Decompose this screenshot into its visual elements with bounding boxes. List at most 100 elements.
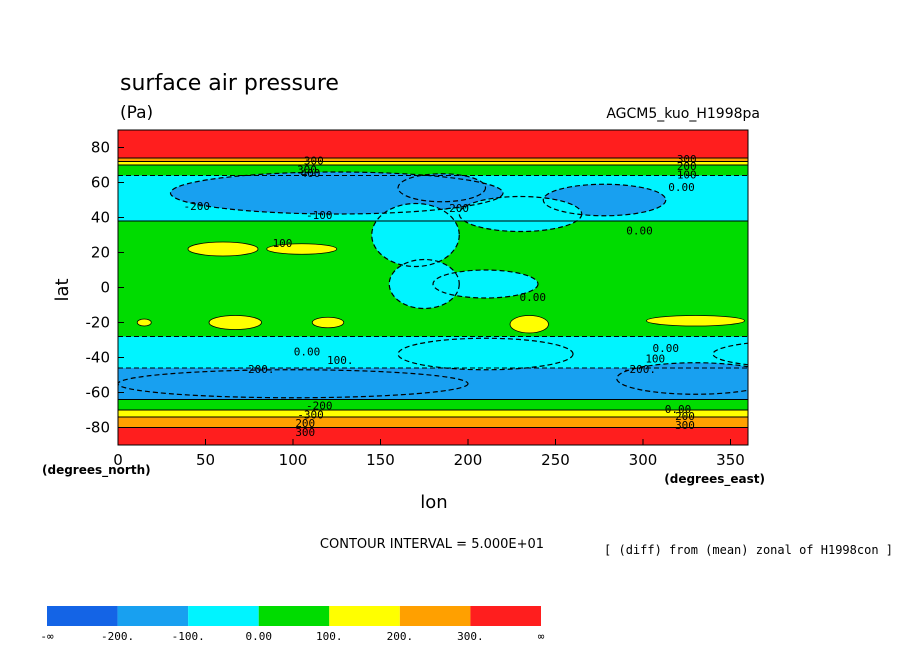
anomaly-region-15 [713,343,748,365]
x-tick-label-1: 50 [196,451,215,469]
y-tick-label-2: 40 [91,209,110,227]
contour-label-17: 100 [645,352,665,365]
colorbar-label-6: 300. [457,630,484,643]
zonal-band-10 [118,417,748,428]
colorbar-swatch-2 [188,606,259,626]
anomaly-region-9 [209,315,262,330]
contour-label-1: 300 [297,163,317,176]
contour-label-10: 0.00 [668,181,695,194]
anomaly-region-13 [646,315,745,326]
anomaly-region-10 [312,317,344,328]
contour-outline-4 [371,202,460,268]
contour-label-21: 200 [295,417,315,430]
y-unit-label: (degrees_north) [42,463,151,478]
contour-label-0: -300 [297,155,324,168]
zonal-band-2 [118,161,748,165]
contour-outline-11 [136,318,152,327]
anomaly-region-11 [137,319,152,326]
contour-interval-label: CONTOUR INTERVAL = 5.000E+01 [320,537,544,552]
colorbar-swatch-0 [47,606,118,626]
contour-outline-3 [458,195,583,233]
run-label: AGCM5_kuo_H1998pa [606,106,760,122]
contour-label-23: 0.00 [665,403,692,416]
anomaly-region-7 [188,242,258,256]
filled-contours [118,130,748,445]
y-tick-label-6: -40 [86,349,111,367]
contour-outline-0 [169,171,504,215]
contour-label-6: 100 [273,237,293,250]
y-tick-label-0: 80 [91,139,110,157]
contour-outline-8 [266,243,338,255]
y-tick-label-8: -80 [86,419,111,437]
colorbar-label-1: -200. [101,630,134,643]
y-tick-label-7: -60 [86,384,111,402]
contour-label-12: 0.00 [520,291,547,304]
colorbar-label-0: -∞ [40,630,54,643]
colorbar-label-7: ∞ [538,630,545,643]
y-tick-label-3: 20 [91,244,110,262]
contour-label-8: 200 [677,160,697,173]
contour-outline-14 [397,337,574,371]
colorbar-label-2: -100. [172,630,205,643]
colorbar-swatch-3 [258,606,330,626]
contour-outline-7 [187,241,259,257]
contour-outline-6 [432,269,539,299]
chart-title: surface air pressure [120,71,339,96]
x-axis-label: lon [420,492,447,513]
contour-label-4: -200 [443,202,470,215]
zonal-band-3 [118,165,748,176]
x-tick-label-3: 150 [366,451,395,469]
contour-lines [118,157,748,428]
contour-label-11: 0.00 [626,225,653,238]
anomaly-region-8 [266,243,337,255]
x-tick-label-6: 300 [629,451,658,469]
footnote: [ (diff) from (mean) zonal of H1998con ] [604,543,893,557]
y-tick-label-1: 60 [91,174,110,192]
contour-outline-16 [118,369,469,399]
chart-subtitle: (Pa) [120,103,153,123]
contour-label-9: 100 [677,169,697,182]
contour-label-3: -200 [184,200,211,213]
zonal-band-1 [118,158,748,162]
contour-label-20: -300 [297,408,324,421]
colorbar-label-5: 200. [387,630,414,643]
zonal-band-8 [118,399,748,410]
colorbar-swatch-5 [399,606,471,626]
x-tick-label-2: 100 [279,451,308,469]
contour-label-24: 200 [675,410,695,423]
colorbar: -∞ -200. -100. 0.00 100. 200. 300. ∞ [40,606,545,643]
anomaly-region-3 [459,196,582,232]
x-tick-label-0: 0 [113,451,123,469]
x-tick-label-4: 200 [454,451,483,469]
contour-outline-9 [208,315,262,330]
colorbar-label-3: 0.00 [245,630,272,643]
anomaly-region-17 [616,362,748,395]
anomaly-region-4 [371,203,460,267]
contour-label-25: 300 [675,419,695,432]
contour-outline-13 [646,315,745,327]
contour-label-16: 0.00 [653,342,680,355]
colorbar-swatch-4 [329,606,400,626]
contour-label-2: 400 [301,167,321,180]
contour-label-22: 300 [295,426,315,439]
colorbar-swatch-1 [117,606,189,626]
contour-outline-12 [509,315,549,334]
contour-outline-2 [542,183,667,217]
y-tick-label-4: 0 [100,279,110,297]
contour-label-5: -100 [306,209,333,222]
anomaly-region-5 [389,259,460,309]
contour-outline-1 [397,173,487,203]
x-axis-ticks: 0 50 100 150 200 250 300 350 [113,439,745,469]
contour-outline-17 [616,362,748,395]
y-axis-label: lat [52,278,73,301]
contour-outline-10 [311,316,345,329]
anomaly-region-1 [398,173,486,202]
contour-outline-5 [388,258,460,310]
x-tick-label-7: 350 [716,451,745,469]
contour-label-19: -200 [306,400,333,413]
contour-label-15: -200. [241,363,274,376]
anomaly-region-14 [398,338,573,370]
